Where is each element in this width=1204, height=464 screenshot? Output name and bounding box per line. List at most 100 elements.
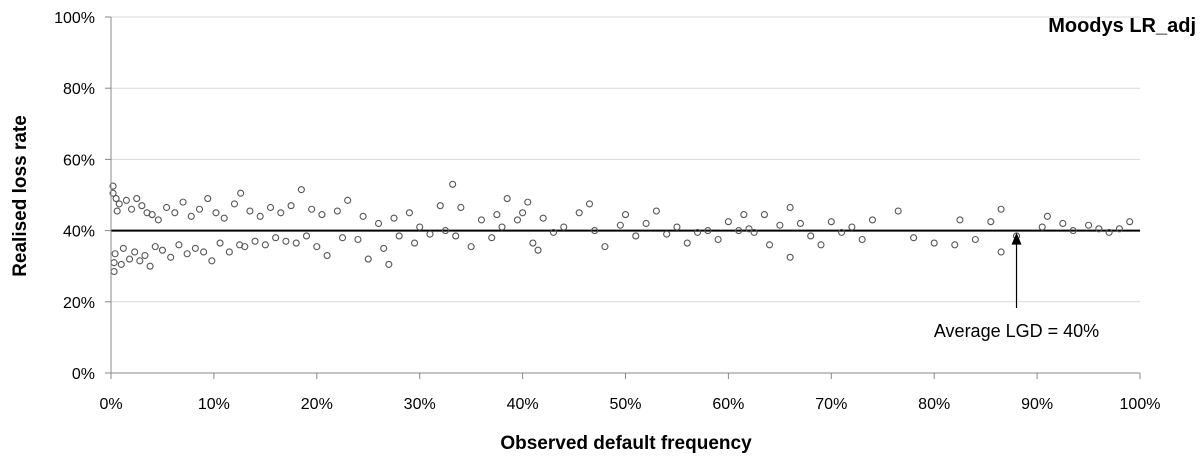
data-point bbox=[616, 221, 624, 229]
data-point bbox=[136, 257, 144, 265]
data-point bbox=[534, 246, 542, 254]
data-point bbox=[632, 232, 640, 240]
data-point bbox=[154, 216, 162, 224]
data-point bbox=[216, 239, 224, 247]
data-point bbox=[385, 260, 393, 268]
data-point bbox=[344, 196, 352, 204]
data-point bbox=[910, 234, 918, 242]
data-point bbox=[796, 219, 804, 228]
x-tick-label: 60% bbox=[712, 396, 744, 413]
data-point bbox=[141, 251, 149, 260]
data-point bbox=[131, 248, 139, 256]
data-point bbox=[750, 228, 758, 236]
data-point bbox=[125, 255, 134, 263]
data-point bbox=[323, 251, 331, 260]
data-point bbox=[208, 257, 216, 265]
data-point bbox=[714, 235, 722, 244]
y-tick-label: 20% bbox=[63, 295, 95, 312]
data-point bbox=[151, 243, 159, 251]
data-point bbox=[333, 207, 341, 215]
data-point bbox=[179, 198, 187, 206]
data-point bbox=[380, 244, 388, 252]
data-point bbox=[112, 195, 120, 203]
data-point bbox=[539, 214, 547, 222]
data-point bbox=[585, 200, 594, 208]
data-point bbox=[230, 200, 239, 208]
data-point bbox=[740, 211, 748, 219]
data-point bbox=[405, 209, 413, 217]
data-point bbox=[1105, 228, 1113, 236]
annotation-group: Average LGD = 40% bbox=[934, 232, 1099, 341]
data-point bbox=[1126, 218, 1134, 226]
data-point bbox=[426, 230, 434, 238]
data-point bbox=[256, 212, 264, 220]
x-tick-label: 90% bbox=[1021, 396, 1053, 413]
data-point bbox=[683, 239, 691, 247]
data-points bbox=[109, 180, 1134, 276]
x-tick-label: 100% bbox=[1120, 396, 1161, 413]
data-point bbox=[760, 211, 768, 219]
data-point bbox=[498, 223, 506, 231]
data-point bbox=[693, 228, 702, 236]
data-point bbox=[359, 212, 367, 220]
data-point bbox=[452, 232, 460, 240]
data-point bbox=[113, 207, 121, 215]
data-point bbox=[971, 235, 979, 244]
data-point bbox=[111, 250, 119, 258]
y-tick-label: 80% bbox=[63, 81, 95, 98]
data-point bbox=[1095, 225, 1103, 233]
data-point bbox=[436, 202, 444, 210]
x-tick-label: 10% bbox=[198, 396, 230, 413]
data-point bbox=[110, 259, 118, 267]
data-point bbox=[663, 230, 671, 238]
x-tick-label: 30% bbox=[404, 396, 436, 413]
data-point bbox=[673, 223, 681, 231]
data-point bbox=[1069, 227, 1077, 235]
y-axis-title: Realised loss rate bbox=[10, 115, 31, 277]
data-point bbox=[133, 195, 141, 203]
data-point bbox=[115, 200, 123, 208]
data-point bbox=[146, 262, 154, 270]
axes bbox=[105, 16, 1141, 379]
x-tick-labels: 0% 10% 20% 30% 40% 50% 60% 70% 80% 90% 100% bbox=[99, 396, 1160, 413]
data-point bbox=[308, 205, 316, 213]
data-point bbox=[868, 216, 877, 224]
data-point bbox=[171, 209, 179, 217]
data-point bbox=[195, 205, 204, 213]
data-point bbox=[292, 239, 300, 247]
data-point bbox=[110, 267, 118, 276]
data-point bbox=[251, 237, 259, 245]
data-point bbox=[1043, 212, 1051, 220]
data-point bbox=[827, 218, 835, 226]
data-point bbox=[776, 221, 784, 229]
data-point bbox=[1085, 221, 1093, 229]
data-point bbox=[200, 248, 208, 256]
data-point bbox=[493, 211, 501, 219]
data-point bbox=[302, 232, 311, 240]
data-point bbox=[117, 260, 125, 268]
data-point bbox=[287, 202, 295, 210]
data-point bbox=[241, 243, 249, 251]
data-point bbox=[642, 219, 650, 228]
y-tick-labels: 0% 20% 40% 60% 80% 100% bbox=[54, 10, 95, 383]
data-point bbox=[894, 207, 902, 215]
data-point bbox=[477, 216, 485, 224]
data-point bbox=[838, 228, 846, 236]
data-point bbox=[488, 234, 496, 242]
data-point bbox=[191, 244, 199, 252]
data-point bbox=[766, 241, 774, 249]
data-point bbox=[119, 244, 127, 252]
y-tick-label: 60% bbox=[63, 152, 95, 169]
data-point bbox=[997, 205, 1005, 213]
data-point bbox=[560, 223, 568, 231]
data-point bbox=[652, 207, 660, 215]
data-point bbox=[735, 227, 743, 235]
data-point bbox=[807, 232, 815, 240]
data-point bbox=[122, 196, 130, 204]
x-tick-label: 0% bbox=[99, 396, 122, 413]
data-point bbox=[951, 241, 959, 249]
data-point bbox=[183, 250, 191, 258]
data-point bbox=[745, 225, 753, 233]
data-point bbox=[621, 211, 630, 219]
